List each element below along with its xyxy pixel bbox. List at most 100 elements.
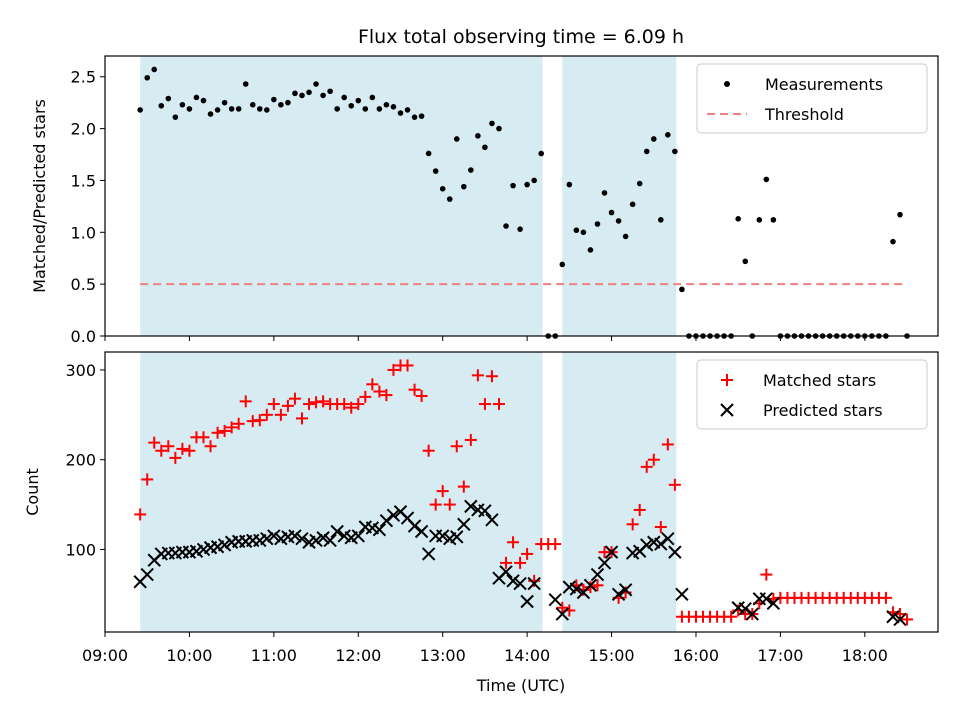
bottom-y-axis-label: Count <box>23 468 42 516</box>
top-plot-frame <box>104 55 939 337</box>
legend-measurements-marker <box>724 81 730 87</box>
measurement-point <box>672 148 678 155</box>
predicted-star-point-b <box>379 514 394 528</box>
matched-star-point <box>295 412 308 425</box>
matched-star-point <box>521 547 534 560</box>
predicted-star-point <box>464 499 478 514</box>
predicted-star-point-b <box>435 529 450 543</box>
predicted-star-point <box>485 513 499 527</box>
predicted-star-point <box>640 538 654 552</box>
measurement-point <box>207 111 214 117</box>
predicted-star-point-b <box>288 529 302 543</box>
predicted-star-point <box>759 592 774 606</box>
matched-star-point <box>134 508 147 521</box>
predicted-star-point <box>379 514 394 528</box>
predicted-star-point-b <box>393 505 408 519</box>
matched-star-point <box>373 385 386 398</box>
measurement-point <box>292 90 298 97</box>
predicted-star-point <box>548 592 562 607</box>
legend-predicted-marker <box>720 403 734 417</box>
predicted-star-point <box>618 583 633 597</box>
matched-star-point <box>464 433 477 446</box>
matched-star-point <box>443 498 456 511</box>
predicted-star-point <box>288 529 302 543</box>
predicted-star-point-b <box>323 533 337 548</box>
predicted-star-point <box>309 533 323 548</box>
predicted-star-point <box>450 530 464 544</box>
measurement-point <box>348 102 355 109</box>
predicted-star-point-b <box>457 517 471 532</box>
bottom-x-ticks: 09:00 10:00 11:00 12:00 13:00 14:00 15:00 16:00… <box>82 632 888 665</box>
predicted-star-point-b <box>640 538 654 552</box>
y-tick-label: 0.5 <box>71 275 96 294</box>
measurement-point <box>390 104 397 110</box>
predicted-star-point-b <box>309 533 323 548</box>
predicted-star-point-b <box>569 582 584 596</box>
predicted-star-point-b <box>675 587 689 602</box>
measurement-point <box>137 107 143 113</box>
matched-star-point <box>211 426 224 439</box>
predicted-star-point <box>435 529 450 543</box>
predicted-star-point <box>738 601 752 616</box>
y-tick-label: 1.5 <box>71 171 96 190</box>
predicted-star-point-b <box>738 601 752 616</box>
measurement-point <box>559 261 566 268</box>
measurement-point <box>285 99 291 106</box>
matched-star-point <box>422 444 435 457</box>
predicted-star-point-b <box>267 529 281 543</box>
x-tick-label: 17:00 <box>757 646 803 665</box>
predicted-star-point <box>414 524 429 539</box>
y-tick-label: 1.0 <box>71 223 96 242</box>
matched-star-point <box>450 440 463 453</box>
x-tick-label: 11:00 <box>251 646 297 665</box>
predicted-star-point-b <box>597 556 612 570</box>
measurement-point <box>151 66 158 73</box>
matched-star-point <box>514 556 527 569</box>
measurement-point <box>144 74 151 81</box>
matched-star-point <box>345 401 358 414</box>
matched-star-point <box>591 579 604 592</box>
x-tick-label: 14:00 <box>504 646 550 665</box>
predicted-star-point <box>506 574 520 588</box>
measurement-point <box>643 148 650 155</box>
predicted-star-point-b <box>485 513 499 527</box>
measurement-point <box>299 92 305 99</box>
measurement-point <box>172 114 179 120</box>
predicted-star-point <box>217 538 232 552</box>
matched-star-point <box>218 424 231 437</box>
matched-star-point <box>457 480 470 493</box>
predicted-star-point-b <box>668 545 682 559</box>
predicted-star-point-b <box>886 610 900 624</box>
predicted-star-point <box>407 519 422 533</box>
predicted-star-point-b <box>548 592 562 607</box>
measurement-point <box>418 113 425 119</box>
measurement-point <box>200 97 207 104</box>
matched-star-point <box>169 451 182 464</box>
predicted-star-point <box>499 565 513 579</box>
predicted-star-point-b <box>337 529 351 543</box>
bottom-panel: 100 200 300 09:00 10:00 11:00 12:00 13:00 14:00… <box>23 351 939 695</box>
x-tick-label: 09:00 <box>82 646 128 665</box>
y-tick-label: 2.5 <box>71 68 96 87</box>
predicted-star-point-b <box>330 524 344 539</box>
legend-matched-marker <box>721 374 733 386</box>
measurement-point <box>475 133 481 139</box>
predicted-star-point-b <box>464 499 478 514</box>
matched-star-point <box>176 442 189 455</box>
chart-title: Flux total observing time = 6.09 h <box>358 26 684 48</box>
top-legend-box <box>696 63 928 134</box>
matched-star-point <box>668 478 681 491</box>
measurement-point <box>587 247 594 253</box>
matched-star-point <box>415 389 428 402</box>
predicted-star-point <box>386 508 401 523</box>
matched-star-point <box>471 369 484 382</box>
measurement-point <box>538 150 544 157</box>
predicted-star-point <box>372 522 387 537</box>
x-tick-label: 13:00 <box>420 646 466 665</box>
y-tick-label: 0.0 <box>71 327 96 346</box>
predicted-star-point-b <box>745 607 759 621</box>
matched-star-point <box>507 536 520 549</box>
matched-star-point <box>626 518 639 531</box>
matched-star-point <box>225 421 238 434</box>
